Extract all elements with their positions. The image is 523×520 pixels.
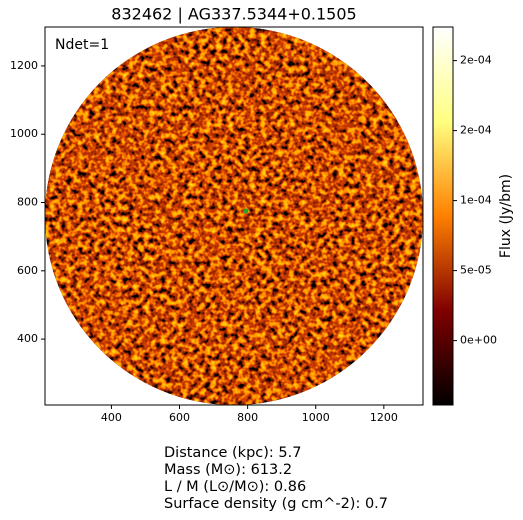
annotation: Ndet=1 — [55, 37, 109, 53]
x-tick-label: 1000 — [302, 411, 330, 424]
colorbar-tick-label: 2e-04 — [460, 54, 492, 67]
image — [45, 27, 423, 405]
x-tick-label: 800 — [237, 411, 258, 424]
colorbar-tick-label: 2e-04 — [460, 124, 492, 137]
annotation-box — [51, 33, 123, 57]
footer-line: Surface density (g cm^-2): 0.7 — [164, 496, 388, 512]
y-tick-label: 1200 — [10, 59, 38, 72]
y-tick-label: 600 — [17, 264, 38, 277]
x-tick-label: 600 — [169, 411, 190, 424]
chart-title: 832462 | AG337.5344+0.1505 — [111, 5, 356, 24]
y-tick-label: 800 — [17, 196, 38, 209]
axes-frame — [44, 26, 424, 406]
colorbar-tick-label: 5e-05 — [460, 264, 492, 277]
colorbar-label: Flux (Jy/bm) — [498, 174, 514, 258]
footer-line: L / M (L⊙/M⊙): 0.86 — [164, 479, 306, 495]
y-tick-label: 400 — [17, 332, 38, 345]
colorbar — [432, 26, 454, 406]
colorbar-tick-label: 0e+00 — [460, 334, 497, 347]
x-tick-label: 400 — [101, 411, 122, 424]
x-tick-label: 1200 — [370, 411, 398, 424]
source-marker — [243, 208, 249, 214]
y-tick-label: 1000 — [10, 127, 38, 140]
colorbar-tick-label: 1e-04 — [460, 194, 492, 207]
footer-line: Mass (M⊙): 613.2 — [164, 462, 292, 478]
footer-line: Distance (kpc): 5.7 — [164, 445, 301, 461]
